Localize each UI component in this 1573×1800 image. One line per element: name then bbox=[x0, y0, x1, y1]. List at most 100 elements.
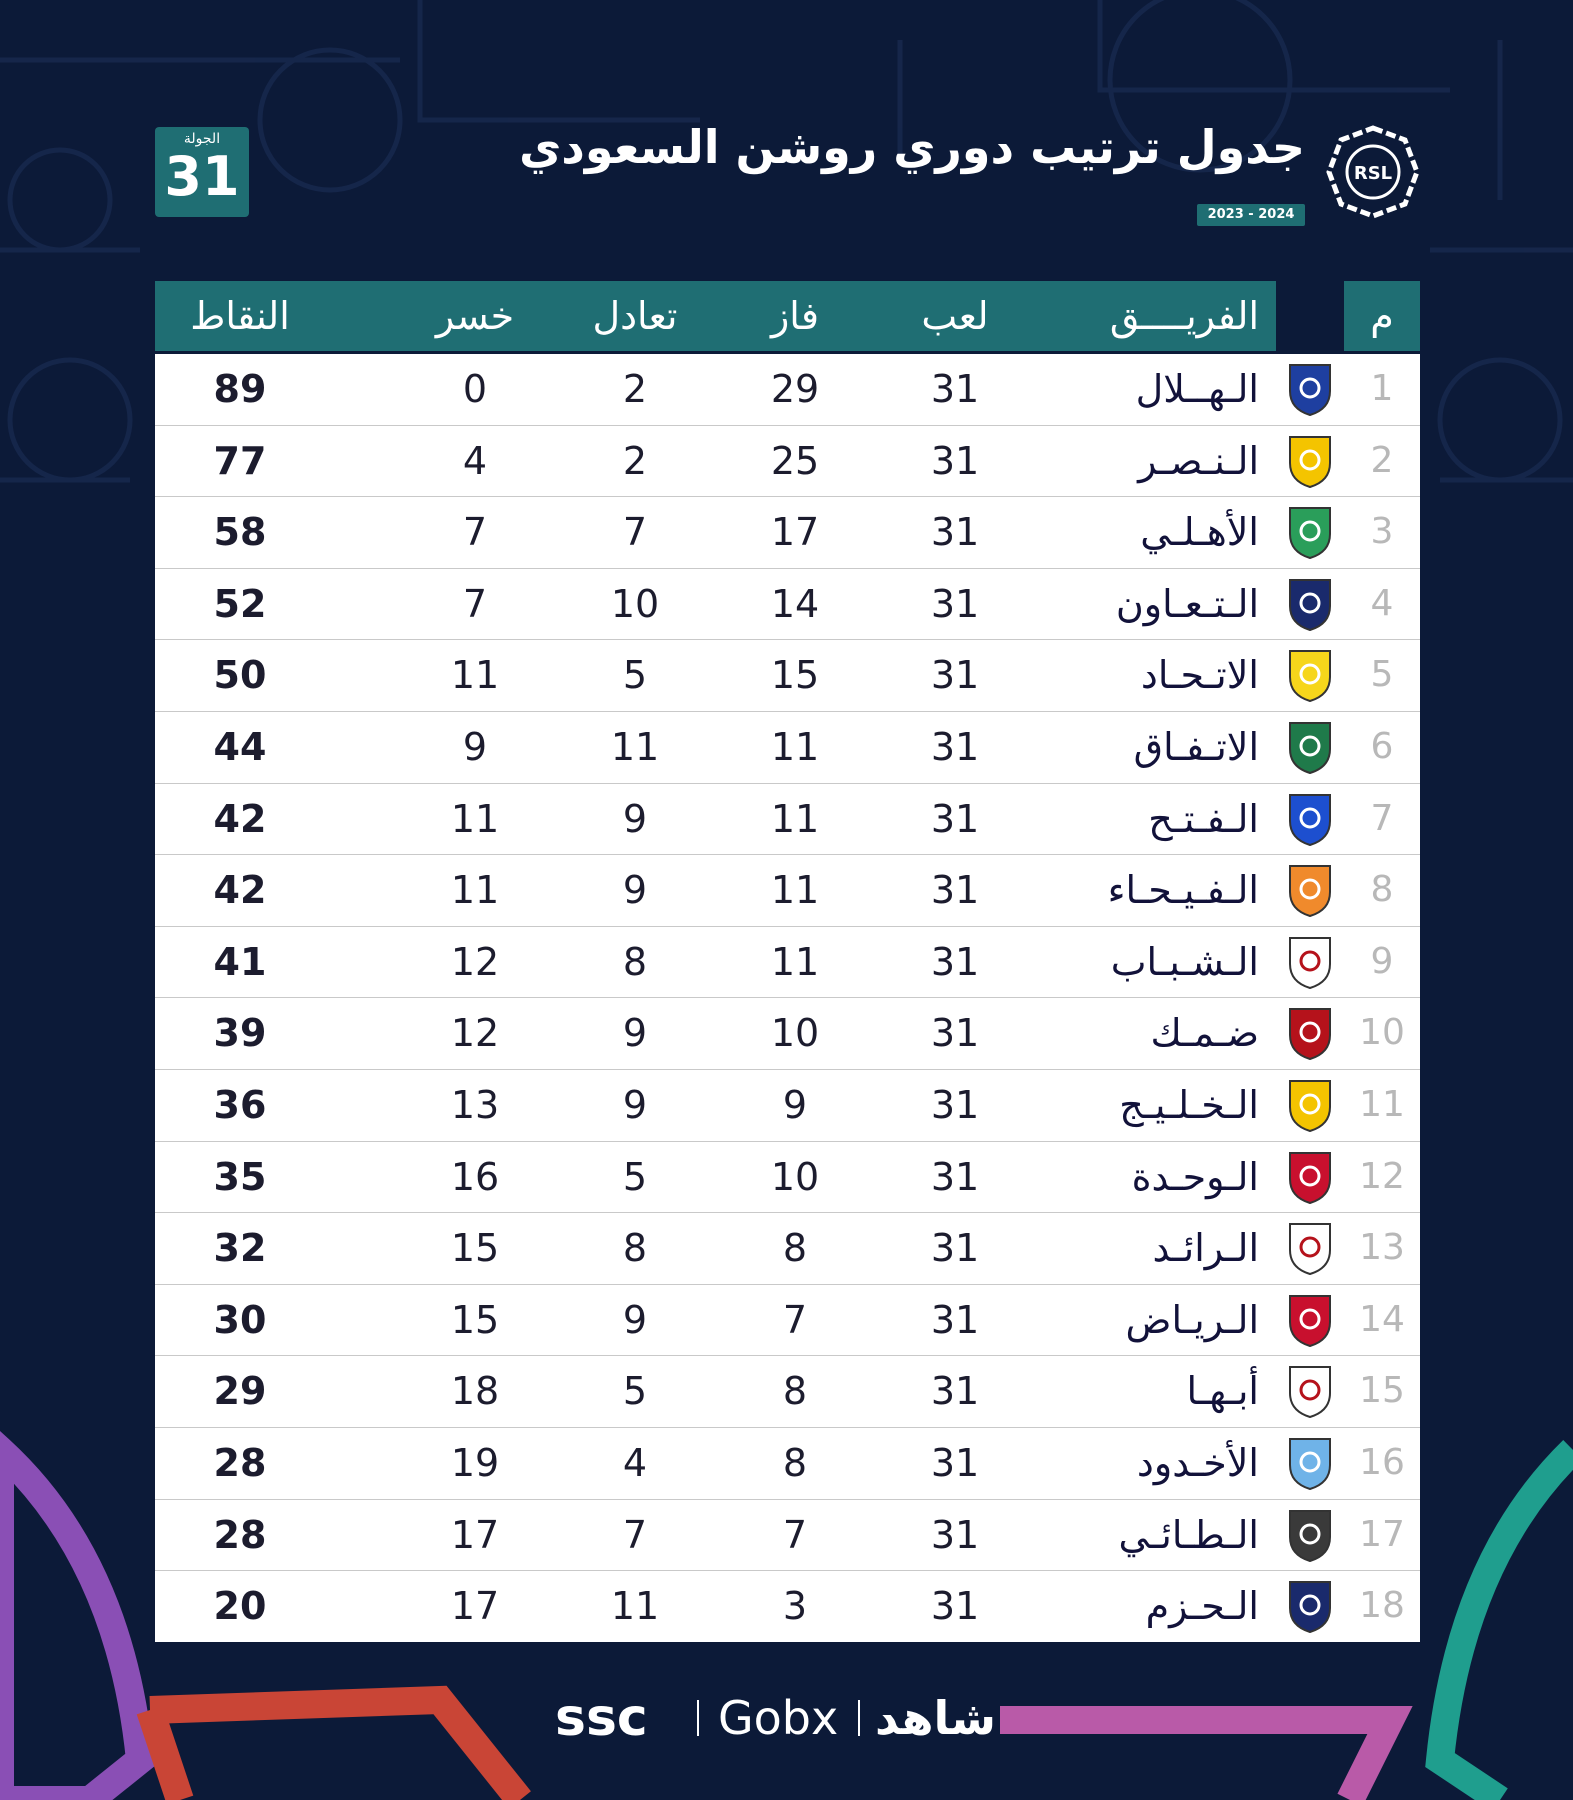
rank-cell: 3 bbox=[1370, 511, 1394, 553]
header-team: الفريــــق bbox=[1109, 294, 1259, 338]
points-cell: 20 bbox=[213, 1584, 267, 1629]
okhdood-crest-icon bbox=[1289, 1437, 1331, 1490]
won-cell: 10 bbox=[770, 1154, 820, 1199]
points-cell: 41 bbox=[213, 939, 267, 984]
rank-cell: 11 bbox=[1359, 1083, 1405, 1125]
played-cell: 31 bbox=[930, 1512, 980, 1557]
team-name: الـتـعـاون bbox=[1115, 581, 1259, 626]
table-row: 4 الـتـعـاون 31 14 10 7 52 bbox=[155, 568, 1420, 641]
team-logo bbox=[1276, 1356, 1344, 1426]
logo-bg bbox=[1276, 569, 1344, 639]
drawn-cell: 9 bbox=[622, 796, 648, 841]
rsl-logo-icon: RSL bbox=[1326, 125, 1420, 219]
lost-cell: 12 bbox=[450, 1011, 500, 1056]
played-cell: 31 bbox=[930, 1369, 980, 1414]
table-row: 3 الأهـلـي 31 17 7 7 58 bbox=[155, 497, 1420, 569]
team-logo bbox=[1276, 855, 1344, 925]
drawn-cell: 5 bbox=[622, 1369, 648, 1414]
wehda-crest-icon bbox=[1289, 1151, 1331, 1204]
team-name: الـطـائـي bbox=[1118, 1512, 1259, 1557]
lost-cell: 13 bbox=[450, 1082, 500, 1127]
logo-bg bbox=[1276, 1142, 1344, 1212]
rank-cell: 12 bbox=[1359, 1155, 1405, 1197]
gobx-logo: Gobx bbox=[718, 1691, 839, 1745]
points-cell: 28 bbox=[213, 1440, 267, 1485]
table-row: 2 الـنـصـر 31 25 2 4 77 bbox=[155, 425, 1420, 498]
team-logo bbox=[1276, 426, 1344, 496]
taawoun-crest-icon bbox=[1289, 578, 1331, 631]
played-cell: 31 bbox=[930, 1584, 980, 1629]
played-cell: 31 bbox=[930, 510, 980, 555]
played-cell: 31 bbox=[930, 1011, 980, 1056]
svg-text:RSL: RSL bbox=[1354, 163, 1392, 184]
drawn-cell: 8 bbox=[622, 1226, 648, 1271]
logo-bg bbox=[1276, 712, 1344, 782]
logo-bg bbox=[1276, 784, 1344, 854]
team-logo bbox=[1276, 569, 1344, 639]
drawn-cell: 8 bbox=[622, 939, 648, 984]
header-rank: م bbox=[1370, 294, 1394, 338]
played-cell: 31 bbox=[930, 796, 980, 841]
team-logo bbox=[1276, 354, 1344, 424]
played-cell: 31 bbox=[930, 868, 980, 913]
drawn-cell: 10 bbox=[610, 581, 660, 626]
won-cell: 15 bbox=[770, 653, 820, 698]
ettifaq-crest-icon bbox=[1289, 721, 1331, 775]
drawn-cell: 7 bbox=[622, 1512, 648, 1557]
logo-bg bbox=[1276, 1070, 1344, 1140]
won-cell: 11 bbox=[770, 868, 820, 913]
played-cell: 31 bbox=[930, 1297, 980, 1342]
team-name: الـشـبـاب bbox=[1110, 939, 1259, 984]
round-number: 31 bbox=[164, 145, 240, 208]
points-cell: 89 bbox=[213, 367, 267, 411]
ssc-logo: ssc bbox=[555, 1688, 648, 1748]
table-row: 15 أبـهـا 31 8 5 18 29 bbox=[155, 1356, 1420, 1428]
round-label: الجولة bbox=[183, 131, 221, 147]
abha-crest-icon bbox=[1289, 1366, 1331, 1419]
points-cell: 50 bbox=[213, 653, 267, 698]
won-cell: 10 bbox=[770, 1011, 820, 1056]
logo-bg bbox=[1276, 998, 1344, 1068]
drawn-cell: 9 bbox=[622, 1297, 648, 1342]
divider bbox=[697, 1700, 699, 1736]
lost-cell: 18 bbox=[450, 1369, 500, 1414]
played-cell: 31 bbox=[930, 653, 980, 698]
won-cell: 11 bbox=[770, 939, 820, 984]
table-row: 10 ضـمـك 31 10 9 12 39 bbox=[155, 998, 1420, 1070]
drawn-cell: 9 bbox=[622, 1011, 648, 1056]
rank-cell: 14 bbox=[1359, 1298, 1405, 1340]
hilal-crest-icon bbox=[1289, 364, 1331, 417]
rank-cell: 15 bbox=[1359, 1370, 1405, 1412]
table-row: 8 الـفـيـحـاء 31 11 9 11 42 bbox=[155, 855, 1420, 927]
lost-cell: 9 bbox=[462, 724, 488, 769]
logo-bg bbox=[1276, 1285, 1344, 1355]
points-cell: 39 bbox=[213, 1011, 267, 1056]
points-cell: 52 bbox=[213, 581, 267, 626]
table-row: 5 الاتـحـاد 31 15 5 11 50 bbox=[155, 640, 1420, 712]
standings-table: م الفريــــق لعب فاز تعادل خسر النقاط 1 ا… bbox=[155, 281, 1420, 1642]
shahid-logo: شاهد bbox=[875, 1691, 996, 1745]
team-logo bbox=[1276, 927, 1344, 997]
rank-cell: 1 bbox=[1370, 368, 1394, 409]
team-logo bbox=[1276, 712, 1344, 782]
rank-cell: 6 bbox=[1370, 725, 1394, 767]
played-cell: 31 bbox=[930, 581, 980, 626]
team-logo bbox=[1276, 998, 1344, 1068]
hazem-crest-icon bbox=[1289, 1581, 1331, 1634]
lost-cell: 12 bbox=[450, 939, 500, 984]
rank-cell: 13 bbox=[1359, 1227, 1405, 1269]
table-row: 17 الـطـائـي 31 7 7 17 28 bbox=[155, 1499, 1420, 1572]
nassr-crest-icon bbox=[1289, 435, 1331, 488]
rank-cell: 10 bbox=[1359, 1012, 1405, 1054]
team-name: الـخـلـيـج bbox=[1119, 1082, 1259, 1127]
won-cell: 17 bbox=[770, 510, 820, 555]
won-cell: 11 bbox=[770, 796, 820, 841]
won-cell: 14 bbox=[770, 581, 820, 626]
team-name: الاتـفـاق bbox=[1133, 724, 1259, 769]
lost-cell: 7 bbox=[462, 581, 488, 626]
team-logo bbox=[1276, 640, 1344, 710]
rank-cell: 8 bbox=[1370, 869, 1394, 911]
rank-cell: 2 bbox=[1370, 439, 1394, 481]
team-name: الأخـدود bbox=[1136, 1440, 1259, 1485]
team-logo bbox=[1276, 1285, 1344, 1355]
